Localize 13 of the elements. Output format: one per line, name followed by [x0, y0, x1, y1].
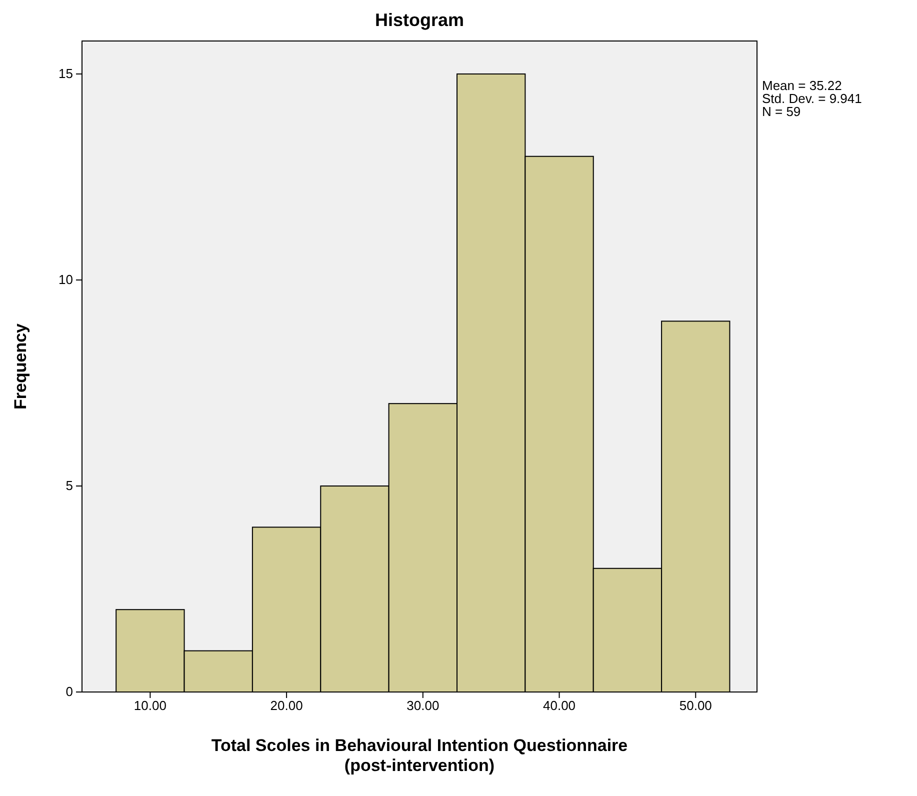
chart-title: Histogram [374, 10, 464, 30]
y-tick-label: 10 [58, 272, 73, 288]
y-axis-title: Frequency [11, 322, 30, 410]
y-tick-label: 15 [58, 66, 73, 82]
x-tick-label: 10.00 [134, 698, 166, 714]
x-axis-title: Total Scoles in Behavioural Intention Questionnaire (post-intervention) [211, 736, 628, 775]
x-tick-label: 20.00 [270, 698, 303, 714]
y-tick-label: 5 [66, 478, 73, 494]
y-tick-label: 0 [66, 684, 73, 700]
x-tick-label: 50.00 [679, 698, 712, 714]
text: Mean = 35.22 Std. Dev. = 9.941 N = 59 [762, 78, 862, 119]
x-tick-label: 30.00 [406, 698, 440, 714]
x-tick-label: 40.00 [543, 698, 576, 714]
